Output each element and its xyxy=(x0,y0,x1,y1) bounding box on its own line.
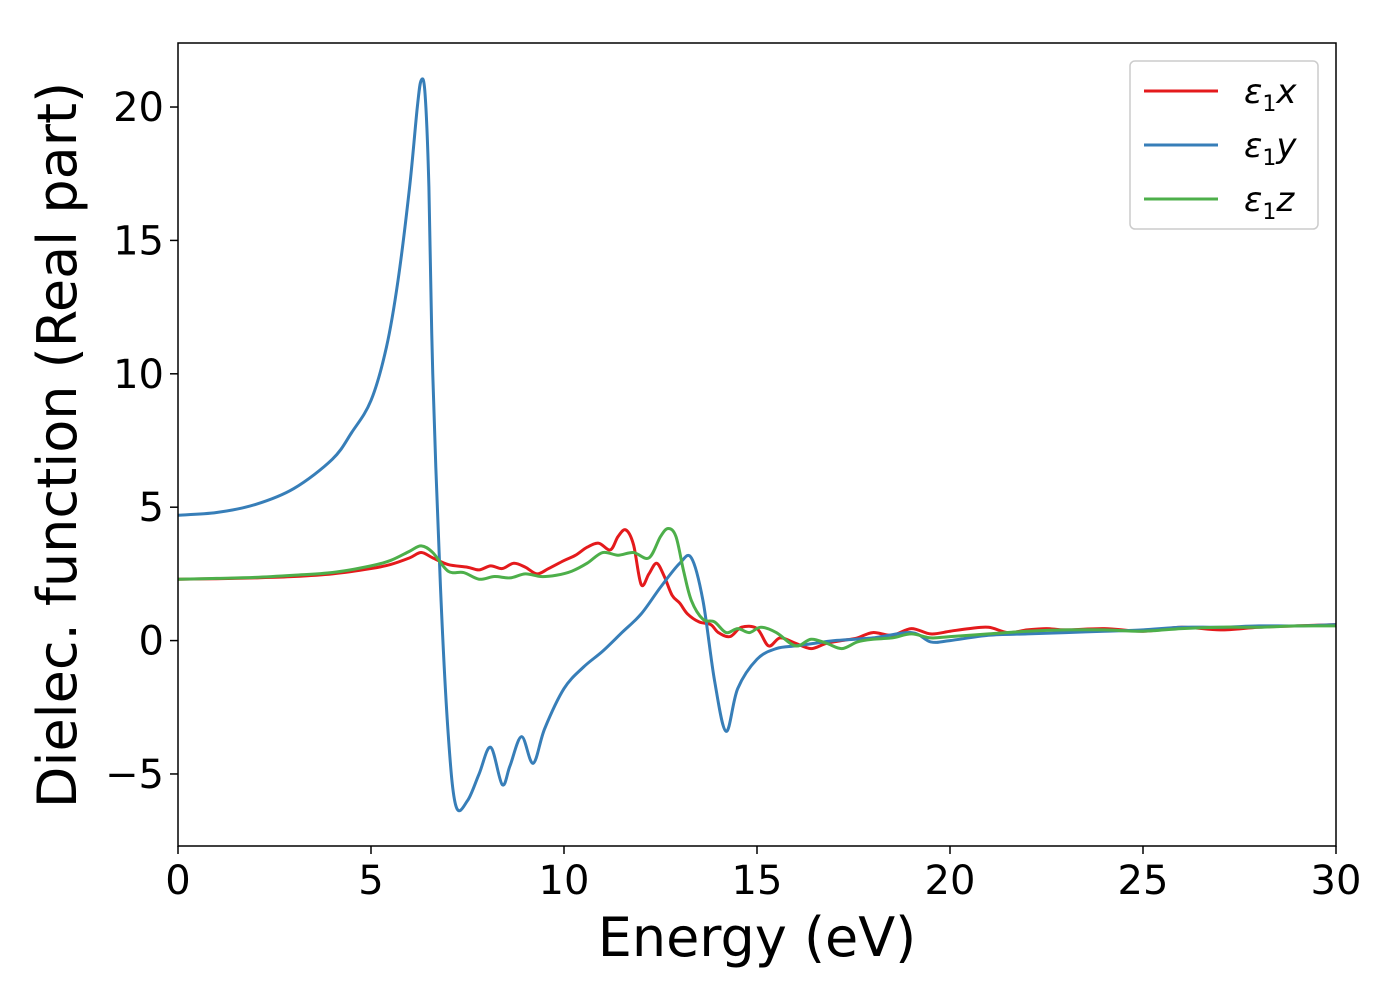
x-axis-ticks: 0 5 10 15 20 25 30 xyxy=(165,846,1361,904)
legend-label-x: ε1x xyxy=(1244,72,1297,117)
series-line-y xyxy=(178,77,1336,813)
series-line-z xyxy=(178,527,1336,651)
x-tick-label: 30 xyxy=(1311,858,1362,904)
legend: ε1x ε1y ε1z xyxy=(1129,60,1319,230)
y-axis-ticks: −5 0 5 10 15 20 xyxy=(105,85,178,798)
x-tick-label: 25 xyxy=(1118,858,1169,904)
legend-box xyxy=(1129,60,1319,230)
y-tick-label: 15 xyxy=(113,218,164,264)
legend-label-z: ε1z xyxy=(1244,180,1295,225)
y-tick-label: 10 xyxy=(113,352,164,398)
y-tick-label: 5 xyxy=(139,485,164,531)
x-tick-label: 20 xyxy=(925,858,976,904)
x-tick-label: 15 xyxy=(732,858,783,904)
y-tick-label: 0 xyxy=(139,619,164,665)
x-tick-label: 10 xyxy=(539,858,590,904)
y-axis-label: Dielec. function (Real part) xyxy=(26,82,89,808)
x-tick-label: 5 xyxy=(358,858,383,904)
x-axis-label: Energy (eV) xyxy=(598,906,917,969)
legend-label-y: ε1y xyxy=(1244,126,1297,171)
series-line-x xyxy=(178,528,1336,651)
series-layer xyxy=(178,77,1336,813)
x-tick-label: 0 xyxy=(165,858,190,904)
y-tick-label: −5 xyxy=(105,752,164,798)
y-tick-label: 20 xyxy=(113,85,164,131)
